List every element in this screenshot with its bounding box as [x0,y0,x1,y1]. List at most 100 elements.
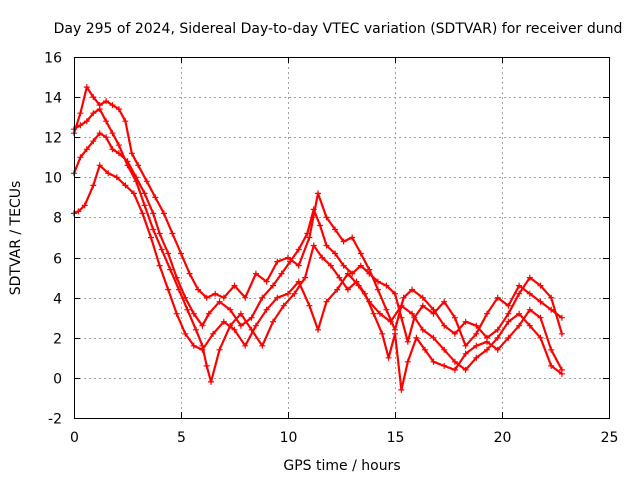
data-point [505,334,512,341]
data-point [441,322,448,329]
data-point [210,330,217,337]
y-tick-label: 6 [53,252,62,268]
data-series [71,84,565,393]
data-point [227,306,234,313]
data-point [148,234,154,241]
data-point [441,298,448,305]
data-point [203,294,210,301]
data-point [124,162,131,169]
data-point [505,302,512,309]
data-point [274,294,281,301]
data-point [548,294,555,301]
data-point [83,118,90,125]
x-tick-label: 10 [280,430,298,446]
data-point [285,254,291,261]
data-point [83,146,90,153]
data-point [263,278,270,285]
data-point [494,334,501,341]
data-point [77,110,84,117]
data-point [141,190,148,197]
data-point [355,282,362,289]
data-point [212,290,219,297]
data-point [208,378,214,385]
data-point [231,282,238,289]
data-point [96,130,103,137]
data-point [451,330,458,337]
y-tick-label: 2 [53,332,62,348]
data-point [451,358,458,365]
data-point [473,322,480,329]
x-tick-label: 25 [601,430,619,446]
data-point [441,362,448,369]
data-point [374,286,381,293]
data-point [190,342,197,349]
data-point [344,270,351,277]
data-point [404,338,411,345]
data-point [526,322,533,329]
data-point [366,266,373,273]
data-point [430,358,437,365]
data-point [317,222,324,229]
data-point [398,314,405,321]
data-point [156,262,163,269]
data-point [340,238,347,245]
data-point [90,110,97,117]
series-track-3 [71,106,565,393]
data-point [306,302,313,309]
data-point [237,310,244,317]
data-point [366,298,373,305]
data-point [173,310,180,317]
data-point [558,370,565,377]
data-point [484,310,490,317]
data-point [315,190,321,197]
data-point [182,330,189,337]
data-point [526,306,533,313]
data-point [332,250,339,257]
data-point [220,294,227,301]
data-point [327,262,334,269]
data-point [109,102,116,109]
data-point [96,162,103,169]
data-point [90,94,97,101]
data-point [259,294,266,301]
data-point [113,174,120,181]
y-tick-label: -2 [48,412,62,428]
data-point [109,130,116,137]
data-point [205,310,212,317]
data-point [105,170,112,177]
data-point [160,210,167,217]
x-axis-title: GPS time / hours [283,458,400,474]
data-point [122,182,129,189]
data-point [419,302,426,309]
data-point [90,138,97,145]
data-point [139,210,146,217]
data-point [270,318,276,325]
data-point [323,298,330,305]
data-point [430,306,437,313]
y-tick-label: 4 [53,292,62,308]
data-point [516,290,523,297]
data-point [473,330,480,337]
data-point [115,150,122,157]
data-point [109,146,116,153]
grid [74,57,609,418]
data-point [216,346,223,353]
data-point [558,314,565,321]
data-point [165,250,172,257]
data-point [115,142,122,149]
data-point [135,162,142,169]
data-point [494,326,501,333]
data-point [130,190,137,197]
data-point [323,214,330,221]
data-point [81,202,88,209]
data-point [152,194,159,201]
data-point [422,346,428,353]
data-point [242,294,249,301]
data-point [115,106,122,113]
data-point [237,322,244,329]
data-point [77,154,84,161]
data-point [336,274,343,281]
data-point [387,318,394,325]
data-point [158,246,165,253]
